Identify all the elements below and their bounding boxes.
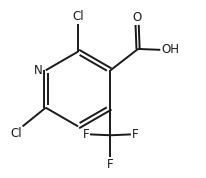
Text: F: F — [82, 128, 89, 141]
Text: O: O — [132, 11, 142, 24]
Text: OH: OH — [161, 43, 179, 56]
Text: Cl: Cl — [72, 10, 84, 23]
Text: Cl: Cl — [10, 127, 22, 140]
Text: F: F — [132, 128, 138, 141]
Text: F: F — [107, 158, 114, 171]
Text: N: N — [34, 64, 42, 77]
